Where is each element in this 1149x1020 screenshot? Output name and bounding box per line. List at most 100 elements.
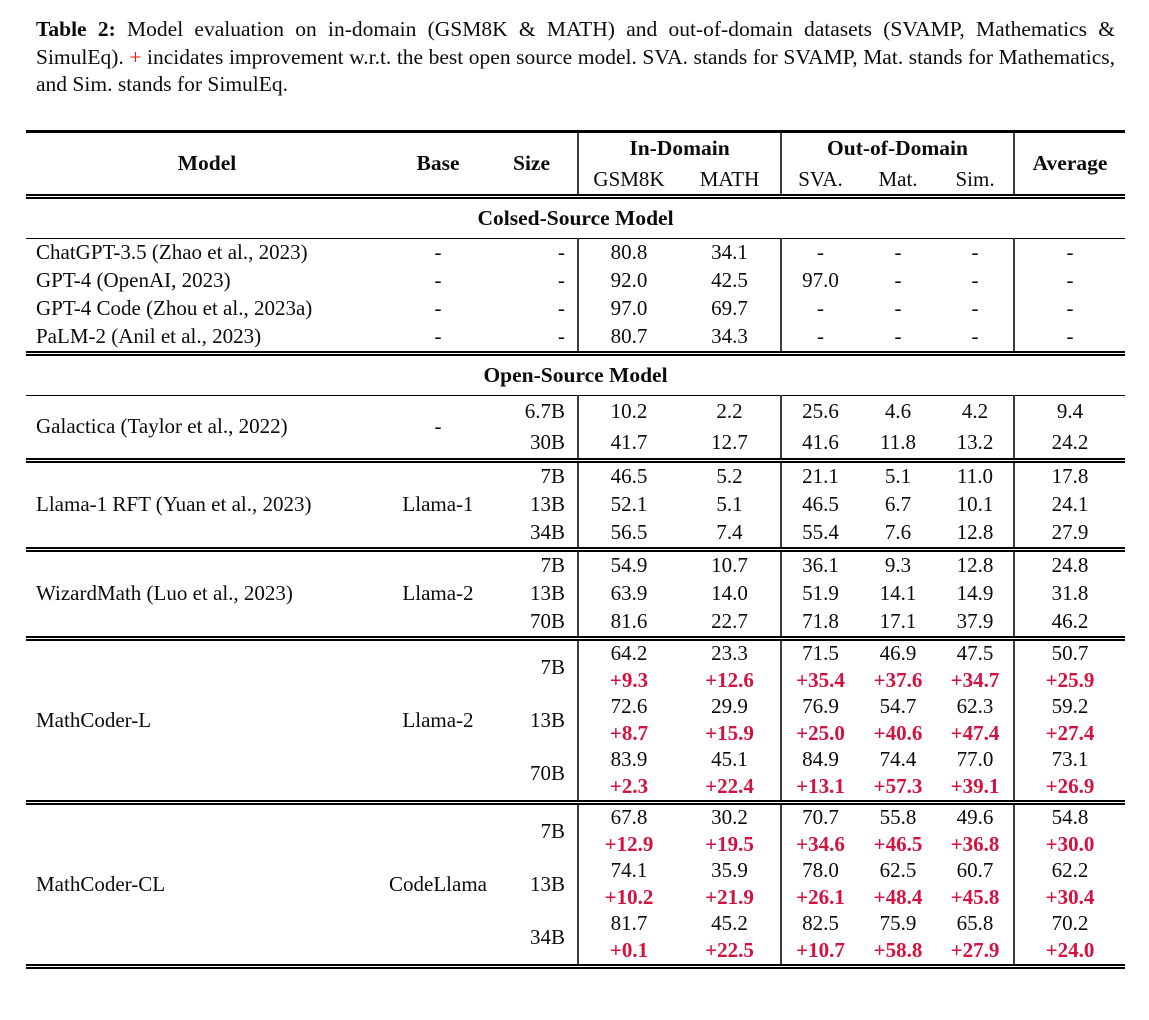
mat-cell: 6.7 bbox=[884, 492, 912, 516]
average-cell: - bbox=[1013, 266, 1126, 295]
row-galactica-6-7b: Galactica (Taylor et al., 2022) - 6.7B 1… bbox=[26, 395, 1126, 438]
sva-cell: 97.0 bbox=[780, 266, 860, 295]
caption-text-1: Model evaluation on in-domain (GSM8K & M… bbox=[36, 17, 1116, 69]
table-caption: Table 2: Model evaluation on in-domain (… bbox=[36, 16, 1115, 99]
sva-cell: 70.7 bbox=[780, 799, 860, 831]
gsm8k-cell: 46.5 bbox=[577, 457, 679, 491]
col-header-in-domain: In-Domain bbox=[576, 131, 782, 165]
row-wizardmath-7b: WizardMath (Luo et al., 2023) Llama-2 7B… bbox=[26, 546, 1126, 638]
math-cell: 12.7 bbox=[711, 429, 748, 454]
col-header-mat: Mat. bbox=[878, 166, 918, 191]
gsm8k-delta-cell: +0.1 bbox=[577, 936, 679, 966]
row-mathcoderl-7b-delta: +9.3 +12.6 +35.4 +37.6 +34.7 +25.9 bbox=[26, 666, 1126, 694]
gsm8k-cell: 80.7 bbox=[577, 322, 679, 353]
average-cell: - bbox=[1013, 322, 1126, 353]
row-llama1rft-34b: 34B 56.5 7.4 55.4 7.6 12.8 27.9 bbox=[26, 518, 1126, 549]
sva-cell: - bbox=[780, 294, 860, 323]
sva-cell: 25.6 bbox=[780, 395, 860, 427]
math-delta-cell: +22.5 bbox=[705, 937, 754, 962]
average-delta-cell: +24.0 bbox=[1013, 936, 1126, 966]
col-header-size: Size bbox=[512, 150, 551, 175]
average-cell: - bbox=[1013, 294, 1126, 323]
sim-cell: 49.6 bbox=[937, 799, 1015, 831]
mat-cell: - bbox=[894, 268, 902, 292]
base-cell: - bbox=[434, 296, 442, 320]
col-header-math: MATH bbox=[699, 166, 760, 191]
size-cell: 7B bbox=[498, 546, 578, 580]
sva-cell: 71.5 bbox=[780, 635, 860, 667]
math-cell: 14.0 bbox=[711, 581, 748, 605]
math-delta-cell: +21.9 bbox=[705, 884, 754, 909]
gsm8k-delta-cell: +9.3 bbox=[577, 666, 679, 694]
row-mathcodercl-7b-delta: +12.9 +19.5 +34.6 +46.5 +36.8 +30.0 bbox=[26, 830, 1126, 858]
caption-label: Table 2: bbox=[36, 17, 116, 41]
sva-cell: 84.9 bbox=[780, 746, 860, 773]
gsm8k-delta-cell: +12.9 bbox=[577, 830, 679, 858]
base-cell: - bbox=[434, 240, 442, 264]
header-row-datasets: GSM8K MATH SVA. Mat. Sim. bbox=[26, 164, 1125, 196]
math-cell: 10.7 bbox=[679, 546, 782, 580]
row-wizardmath-70b: 70B 81.6 22.7 71.8 17.1 37.9 46.2 bbox=[26, 607, 1126, 638]
sva-cell: 55.4 bbox=[780, 518, 860, 549]
base-cell: Llama-2 bbox=[378, 546, 498, 638]
size-cell: 30B bbox=[529, 429, 565, 454]
mat-cell: 62.5 bbox=[879, 858, 917, 882]
col-header-sva: SVA. bbox=[780, 164, 860, 196]
sva-delta-cell: +34.6 bbox=[780, 830, 860, 858]
math-cell: 30.2 bbox=[679, 799, 782, 831]
gsm8k-cell: 41.7 bbox=[577, 426, 679, 460]
row-mathcoderl-13b-delta: +8.7 +15.9 +25.0 +40.6 +47.4 +27.4 bbox=[26, 719, 1126, 747]
sim-delta-cell: +45.8 bbox=[950, 884, 1000, 909]
math-cell: 42.5 bbox=[711, 268, 748, 292]
gsm8k-cell: 63.9 bbox=[577, 579, 679, 608]
sim-cell: - bbox=[971, 268, 979, 292]
size-cell: 6.7B bbox=[524, 398, 565, 423]
sim-cell: 13.2 bbox=[956, 429, 994, 454]
mat-cell: - bbox=[894, 240, 902, 264]
model-cell: Galactica (Taylor et al., 2022) bbox=[36, 414, 288, 438]
col-header-model: Model bbox=[177, 150, 237, 175]
size-cell: 7B bbox=[498, 635, 578, 694]
math-cell: 5.1 bbox=[716, 492, 743, 516]
gsm8k-cell: 97.0 bbox=[577, 294, 679, 323]
sim-cell: - bbox=[971, 324, 979, 348]
sim-cell: 12.8 bbox=[956, 520, 994, 544]
math-cell: 23.3 bbox=[679, 635, 782, 667]
mat-cell: 9.3 bbox=[859, 546, 938, 580]
sim-cell: 77.0 bbox=[956, 747, 994, 771]
sim-cell: - bbox=[971, 240, 979, 264]
model-cell: GPT-4 Code (Zhou et al., 2023a) bbox=[36, 296, 313, 320]
mat-cell: 4.6 bbox=[884, 398, 912, 423]
mat-cell: 17.1 bbox=[879, 609, 917, 633]
sim-cell: 4.2 bbox=[961, 398, 989, 423]
sva-cell: 78.0 bbox=[780, 857, 860, 884]
sva-cell: 36.1 bbox=[780, 546, 860, 580]
gsm8k-cell: 56.5 bbox=[577, 518, 679, 549]
math-cell: 7.4 bbox=[716, 520, 743, 544]
model-cell: GPT-4 (OpenAI, 2023) bbox=[36, 268, 231, 292]
sva-cell: 51.9 bbox=[780, 579, 860, 608]
section-title: Colsed-Source Model bbox=[26, 193, 1126, 239]
sva-cell: 46.5 bbox=[780, 490, 860, 519]
sim-delta-cell: +47.4 bbox=[950, 720, 1000, 745]
math-cell: 5.2 bbox=[679, 457, 782, 491]
mat-delta-cell: +58.8 bbox=[873, 937, 923, 962]
mat-cell: 5.1 bbox=[859, 457, 938, 491]
gsm8k-delta-cell: +8.7 bbox=[577, 719, 679, 747]
size-cell: - bbox=[558, 240, 565, 264]
average-delta-cell: +30.0 bbox=[1013, 830, 1126, 858]
size-cell: 13B bbox=[529, 707, 565, 732]
row-mathcodercl-7b: MathCoder-CL CodeLlama 7B 67.8 30.2 70.7… bbox=[26, 799, 1126, 966]
size-cell: - bbox=[558, 268, 565, 292]
average-cell: - bbox=[1013, 238, 1126, 267]
mat-cell: 74.4 bbox=[879, 747, 917, 771]
col-header-base: Base bbox=[416, 150, 460, 175]
row-mathcoderl-70b-delta: +2.3 +22.4 +13.1 +57.3 +39.1 +26.9 bbox=[26, 772, 1126, 802]
row-mathcodercl-13b-delta: +10.2 +21.9 +26.1 +48.4 +45.8 +30.4 bbox=[26, 883, 1126, 911]
mat-delta-cell: +57.3 bbox=[873, 773, 923, 798]
mat-cell: - bbox=[894, 324, 902, 348]
row-wizardmath-13b: 13B 63.9 14.0 51.9 14.1 14.9 31.8 bbox=[26, 579, 1126, 608]
sva-cell: 76.9 bbox=[780, 693, 860, 720]
sva-delta-cell: +25.0 bbox=[780, 719, 860, 747]
gsm8k-delta-cell: +2.3 bbox=[577, 772, 679, 802]
